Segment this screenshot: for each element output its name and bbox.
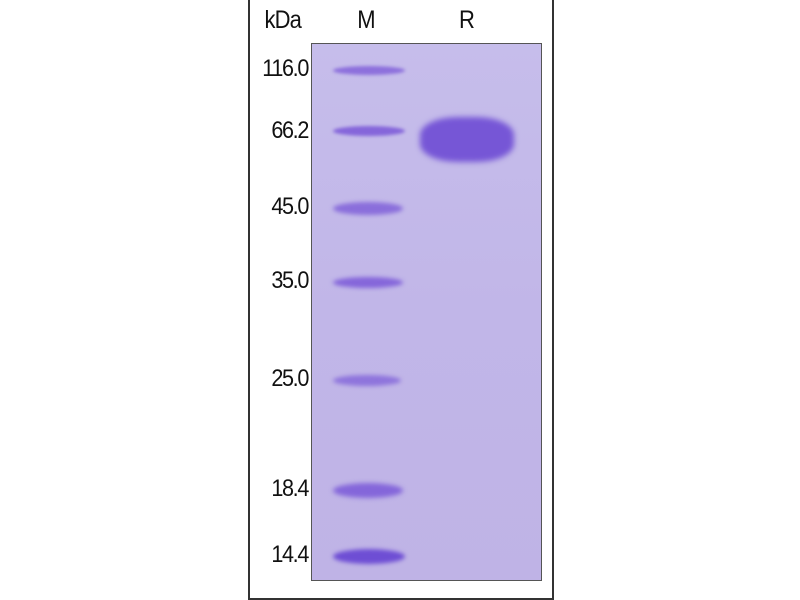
sample-band	[420, 117, 514, 162]
mw-label: 45.0	[271, 193, 309, 220]
lane-label-r: R	[459, 6, 475, 34]
marker-band	[333, 202, 403, 215]
marker-band	[333, 375, 401, 386]
marker-band	[333, 549, 405, 564]
mw-label: 35.0	[271, 267, 309, 294]
mw-label: 18.4	[271, 475, 309, 502]
marker-band	[333, 126, 405, 136]
marker-band	[333, 277, 403, 288]
marker-band	[333, 66, 405, 75]
mw-label: 66.2	[271, 117, 309, 144]
mw-label: 14.4	[271, 541, 309, 568]
mw-label: 116.0	[262, 55, 309, 82]
mw-label: 25.0	[271, 365, 309, 392]
unit-label: kDa	[264, 6, 301, 34]
marker-band	[333, 483, 403, 498]
lane-label-m: M	[357, 6, 375, 34]
